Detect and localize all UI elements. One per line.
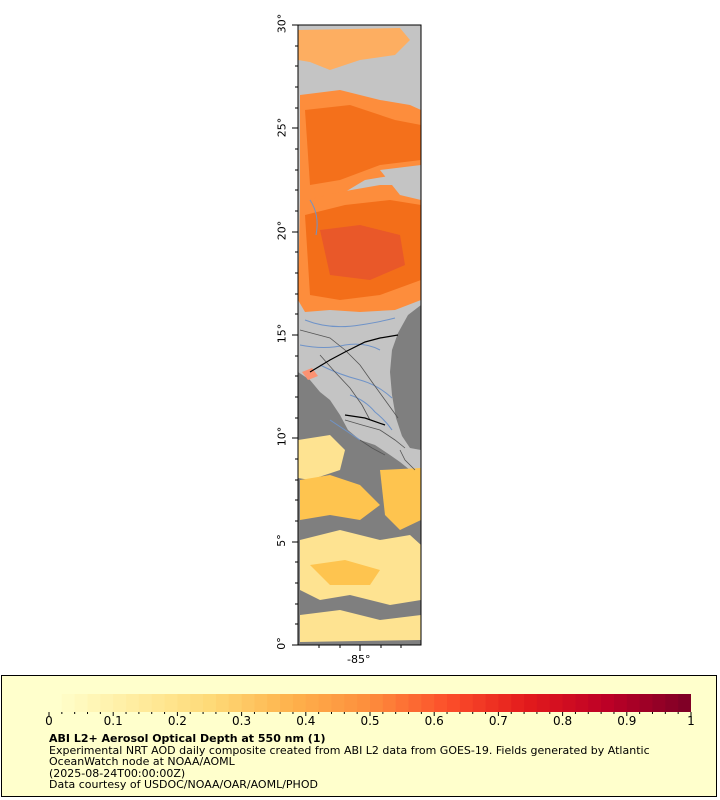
colorbar-segment — [318, 694, 332, 712]
colorbar-segment — [498, 694, 512, 712]
colorbar-segment — [459, 694, 474, 712]
colorbar-segment — [382, 694, 397, 712]
rivers — [299, 199, 396, 441]
colorbar-segment — [100, 694, 114, 712]
lat-label-15: 15° — [275, 323, 289, 344]
lat-label-0: 0° — [274, 637, 288, 650]
colorbar-segment — [639, 694, 653, 712]
colorbar-segment — [203, 694, 217, 712]
colorbar-label: 0.6 — [424, 714, 444, 728]
colorbar — [49, 694, 691, 712]
colorbar-segment — [74, 694, 89, 712]
colorbar-segment — [575, 694, 589, 712]
colorbar-segment — [177, 694, 191, 712]
colorbar-segment — [215, 694, 230, 712]
colorbar-label: 0.8 — [553, 714, 573, 728]
legend-date: (2025-08-24T00:00:00Z) — [49, 766, 186, 780]
colorbar-segment — [267, 694, 281, 712]
lat-ticks — [292, 24, 298, 646]
lat-minor-ticks — [295, 45, 298, 625]
legend-description-line2: OceanWatch node at NOAA/AOML — [49, 755, 235, 768]
lat-label-20: 20° — [275, 220, 289, 241]
colorbar-segment — [357, 694, 371, 712]
colorbar-segment — [395, 694, 410, 712]
colorbar-segment — [613, 694, 628, 712]
colorbar-label: 0 — [45, 714, 53, 728]
colorbar-segment — [370, 694, 384, 712]
colorbar-label: 0.1 — [103, 714, 123, 728]
aod-map — [292, 24, 422, 651]
colorbar-segment — [511, 694, 525, 712]
colorbar-segment — [601, 694, 615, 712]
colorbar-label: 0.5 — [360, 714, 380, 728]
colorbar-segment — [344, 694, 358, 712]
colorbar-label: 0.2 — [167, 714, 187, 728]
colorbar-label: 1 — [687, 714, 695, 728]
colorbar-segment — [588, 694, 602, 712]
colorbar-segment — [228, 694, 243, 712]
map-panel: 30° 25° 20° 15° 10° 5° 0° -85° — [274, 13, 422, 666]
colorbar-label: 0.4 — [296, 714, 316, 728]
colorbar-label: 0.9 — [617, 714, 637, 728]
colorbar-segment — [331, 694, 345, 712]
colorbar-segment — [678, 694, 691, 712]
colorbar-segment — [536, 694, 551, 712]
colorbar-segment — [164, 694, 178, 712]
borders — [299, 329, 416, 471]
colorbar-segment — [151, 694, 166, 712]
legend-panel: 0 0.1 0.2 0.3 0.4 0.5 0.6 0.7 0.8 0.9 1 ABI L2+ Ae… — [1, 675, 717, 797]
colorbar-segment — [254, 694, 268, 712]
colorbar-segment — [665, 694, 679, 712]
colorbar-segment — [49, 694, 63, 712]
colorbar-segment — [652, 694, 666, 712]
colorbar-segment — [126, 694, 140, 712]
legend-text: ABI L2+ Aerosol Optical Depth at 550 nm … — [49, 733, 709, 791]
lat-label-5: 5° — [274, 534, 288, 547]
colorbar-segment — [408, 694, 422, 712]
lon-label-85: -85° — [347, 653, 371, 666]
lat-label-30: 30° — [275, 13, 289, 34]
colorbar-segment — [485, 694, 499, 712]
colorbar-segment — [626, 694, 641, 712]
colorbar-segment — [241, 694, 255, 712]
colorbar-segment — [421, 694, 435, 712]
colorbar-segment — [87, 694, 101, 712]
aod-data-layer — [298, 28, 421, 642]
legend-credit: Data courtesy of USDOC/NOAA/OAR/AOML/PHO… — [49, 778, 318, 791]
colorbar-ticks — [48, 712, 692, 716]
colorbar-label: 0.7 — [488, 714, 508, 728]
colorbar-segment — [524, 694, 538, 712]
lat-label-10: 10° — [275, 426, 289, 447]
lon-ticks — [318, 645, 402, 651]
colorbar-segment — [305, 694, 320, 712]
legend-description-line1: Experimental NRT AOD daily composite cre… — [49, 743, 650, 757]
lat-label-25: 25° — [275, 117, 289, 138]
colorbar-segment — [434, 694, 448, 712]
colorbar-segment — [61, 694, 76, 712]
national-border — [309, 334, 399, 426]
colorbar-segment — [447, 694, 461, 712]
colorbar-segment — [549, 694, 564, 712]
legend-title: ABI L2+ Aerosol Optical Depth at 550 nm … — [49, 732, 326, 745]
colorbar-segment — [472, 694, 487, 712]
colorbar-label: 0.3 — [232, 714, 252, 728]
colorbar-segment — [292, 694, 307, 712]
colorbar-segment — [113, 694, 127, 712]
colorbar-segment — [280, 694, 294, 712]
colorbar-segment — [562, 694, 576, 712]
colorbar-segment — [190, 694, 204, 712]
colorbar-segment — [138, 694, 153, 712]
